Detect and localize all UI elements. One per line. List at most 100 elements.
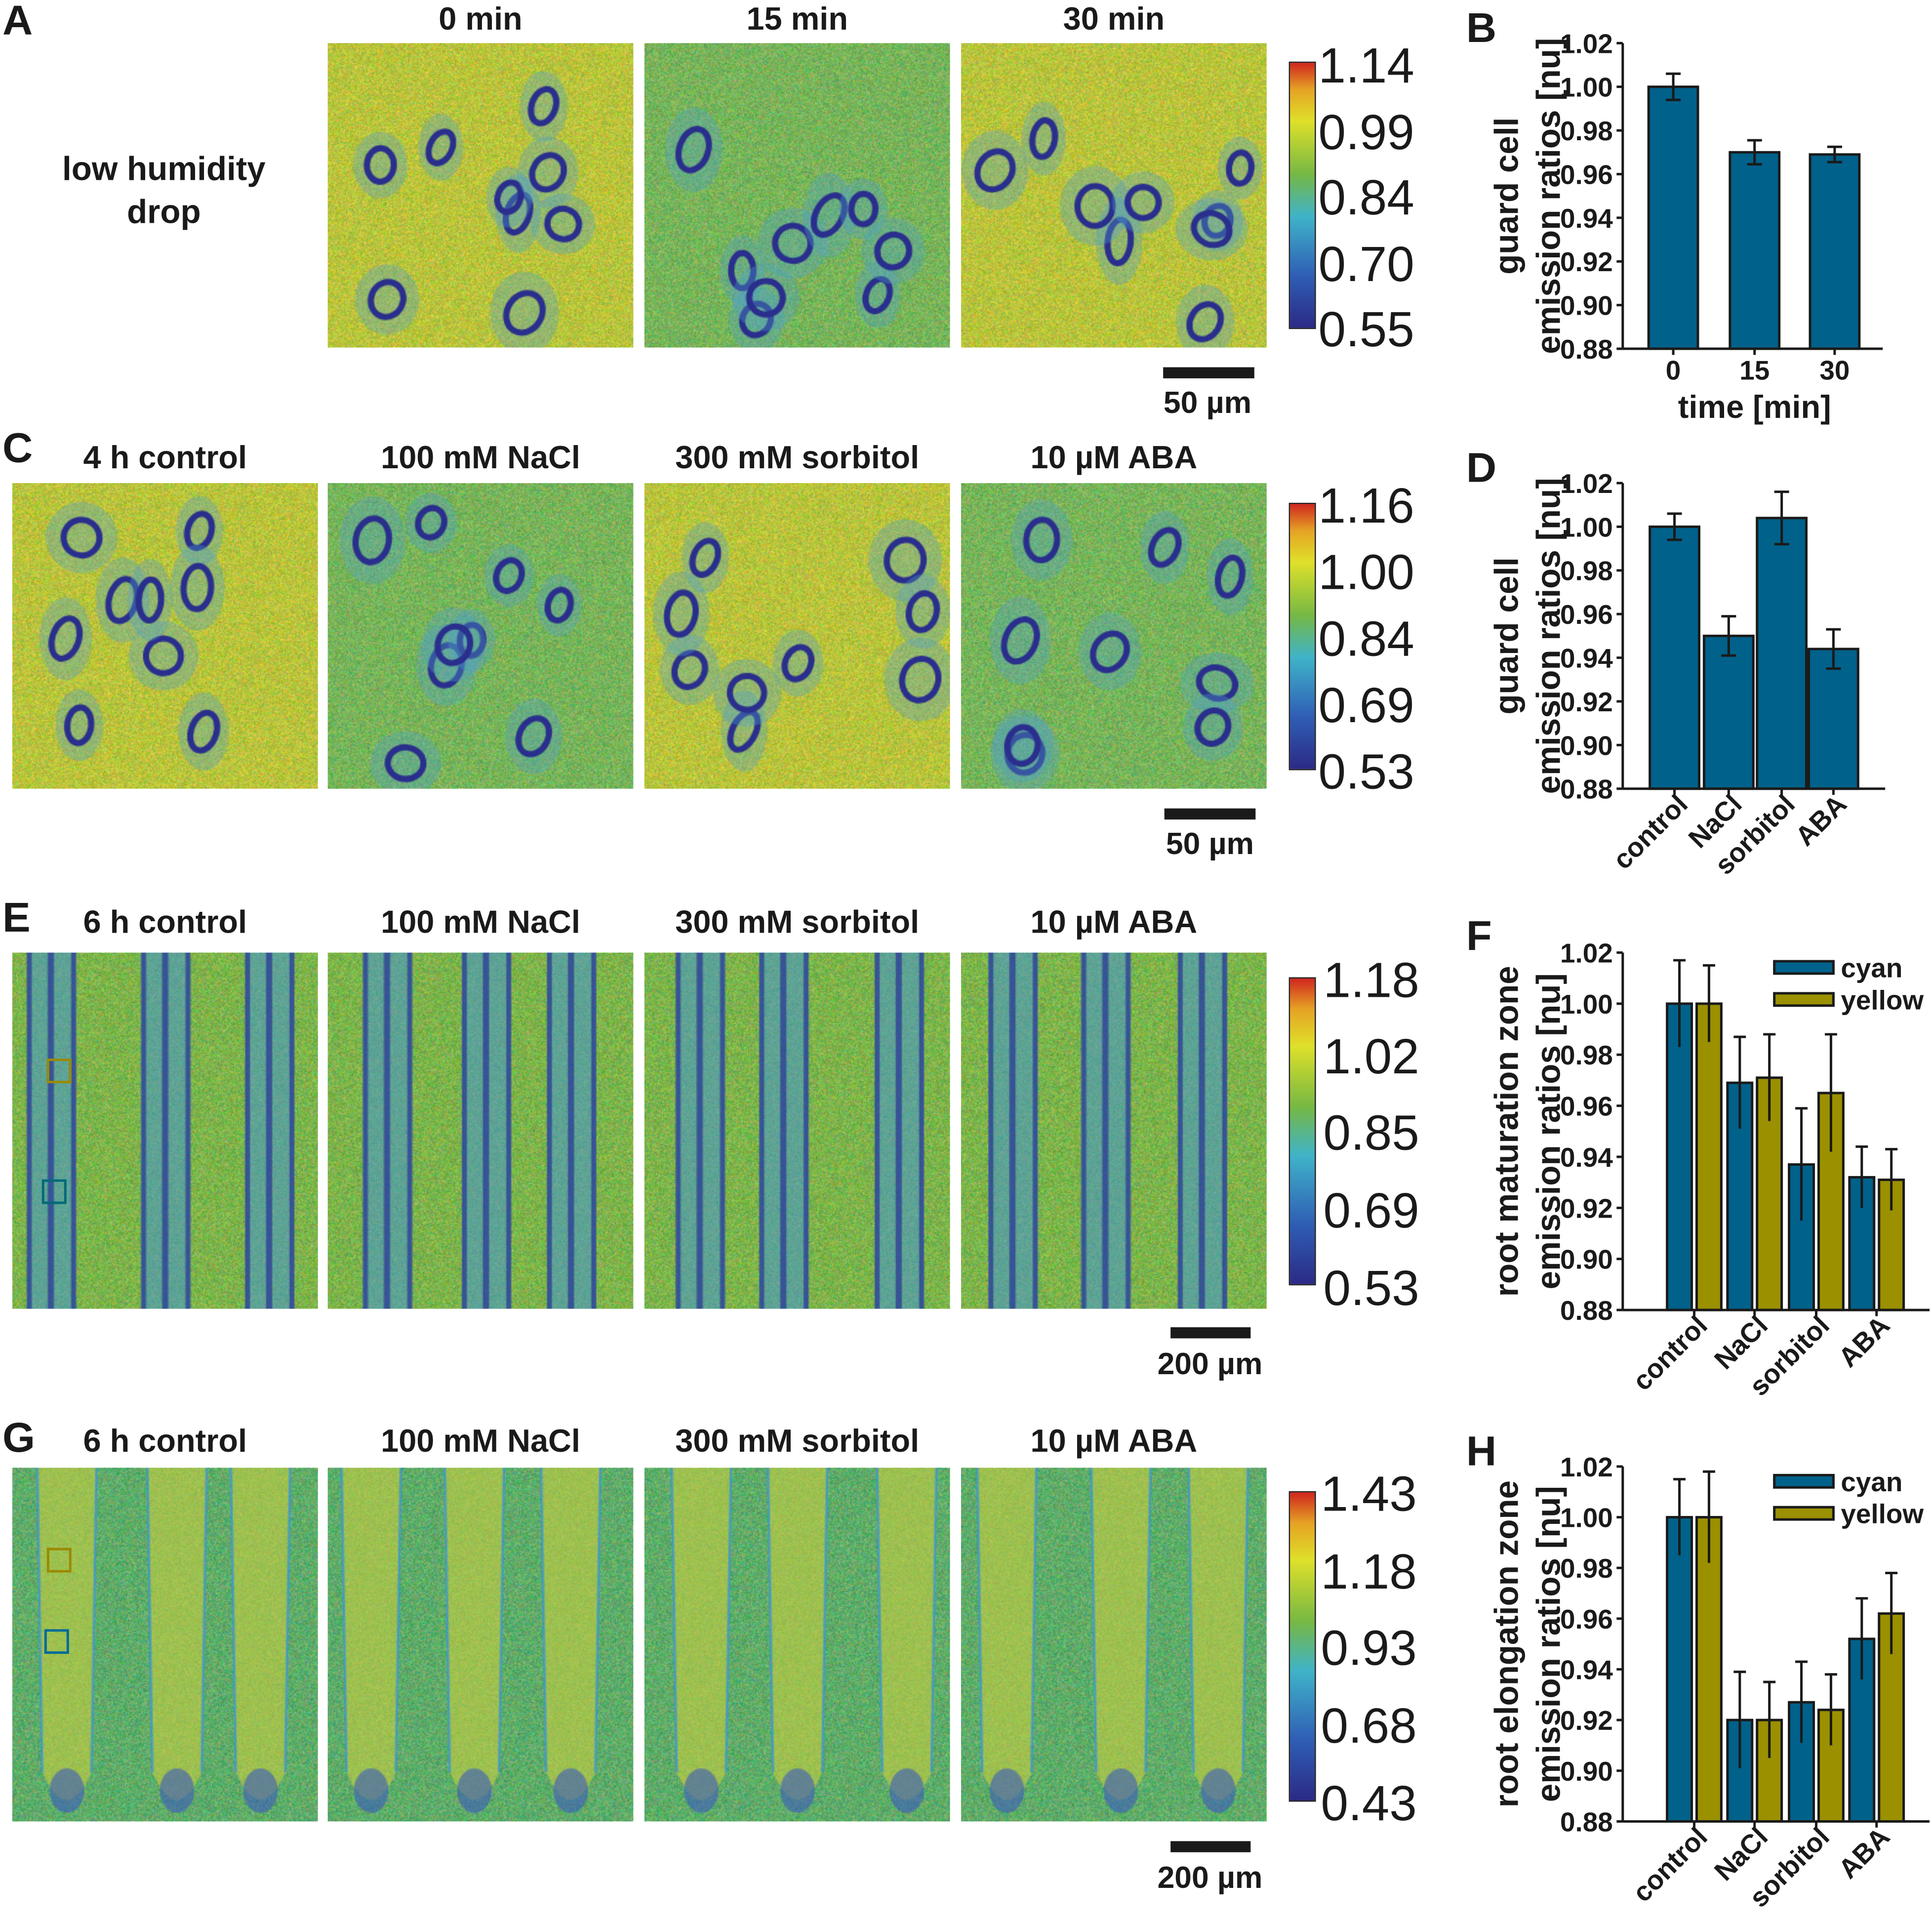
y-tick-label: 0.96 bbox=[1560, 599, 1613, 630]
y-tick-label: 0.98 bbox=[1560, 1040, 1613, 1070]
y-axis-label: emission ratios [nu] bbox=[1530, 973, 1568, 1289]
y-axis-label: root elongation zone bbox=[1489, 1480, 1526, 1807]
panel-title: 0 min bbox=[439, 0, 523, 37]
panel-title: 30 min bbox=[1063, 0, 1165, 37]
colorbar-tick: 1.18 bbox=[1321, 1545, 1417, 1600]
y-tick-label: 0.94 bbox=[1560, 1142, 1613, 1173]
y-tick-label: 0.92 bbox=[1560, 1705, 1613, 1736]
x-tick-label: ABA bbox=[1789, 788, 1852, 852]
side-label: low humidity drop bbox=[40, 148, 287, 234]
y-axis-label: guard cell bbox=[1489, 557, 1526, 714]
scale-bar-label: 200 µm bbox=[1157, 1861, 1263, 1896]
micrograph bbox=[644, 43, 950, 348]
micrograph bbox=[644, 952, 950, 1309]
panel-title: 15 min bbox=[746, 0, 848, 37]
micrograph bbox=[644, 1468, 950, 1822]
scale-bar bbox=[1170, 1327, 1251, 1339]
y-tick-label: 0.90 bbox=[1560, 1756, 1613, 1787]
y-tick-label: 0.94 bbox=[1560, 203, 1613, 234]
roi-box-cyan bbox=[44, 1629, 69, 1654]
roi-box-cyan bbox=[41, 1179, 67, 1204]
y-tick-label: 1.00 bbox=[1560, 1503, 1613, 1533]
bar-value-15 bbox=[1729, 151, 1781, 350]
scale-bar bbox=[1170, 1841, 1251, 1852]
micrograph bbox=[327, 1468, 634, 1822]
scale-bar-label: 50 µm bbox=[1163, 385, 1252, 420]
colorbar-tick: 0.53 bbox=[1323, 1262, 1419, 1316]
y-tick-label: 0.94 bbox=[1560, 643, 1613, 674]
panel-label-e: E bbox=[2, 895, 31, 942]
panel-title: 4 h control bbox=[83, 439, 247, 476]
bar-value-NaCl bbox=[1702, 634, 1755, 790]
y-tick-label: 0.98 bbox=[1560, 556, 1613, 586]
micrograph bbox=[327, 952, 634, 1309]
colorbar bbox=[1288, 1491, 1316, 1802]
panel-title: 10 µM ABA bbox=[1030, 439, 1198, 476]
colorbar-tick: 0.53 bbox=[1318, 745, 1414, 800]
y-tick-label: 1.02 bbox=[1560, 938, 1613, 969]
y-tick-label: 1.00 bbox=[1560, 512, 1613, 542]
side-label-line-1: low humidity bbox=[62, 150, 266, 188]
micrograph bbox=[12, 952, 318, 1309]
legend-swatch-yellow bbox=[1773, 992, 1835, 1007]
bar-yellow-control bbox=[1695, 1002, 1723, 1311]
panel-title: 300 mM sorbitol bbox=[675, 439, 920, 476]
colorbar-tick: 1.00 bbox=[1318, 546, 1414, 601]
legend-label-cyan: cyan bbox=[1841, 1467, 1902, 1497]
colorbar-tick: 1.16 bbox=[1318, 479, 1414, 534]
panel-title: 10 µM ABA bbox=[1030, 1422, 1198, 1459]
y-tick-label: 0.98 bbox=[1560, 116, 1613, 146]
y-tick-label: 0.90 bbox=[1560, 1244, 1613, 1275]
panel-label-f: F bbox=[1466, 912, 1492, 959]
y-axis-label: root maturation zone bbox=[1489, 966, 1526, 1297]
colorbar bbox=[1288, 502, 1316, 771]
bar-value-control bbox=[1649, 525, 1700, 790]
bar-value-30 bbox=[1809, 153, 1861, 350]
colorbar-tick: 0.84 bbox=[1318, 171, 1414, 226]
y-tick-label: 1.00 bbox=[1560, 72, 1613, 103]
colorbar-tick: 0.93 bbox=[1321, 1622, 1417, 1676]
y-tick-label: 1.02 bbox=[1560, 28, 1613, 59]
panel-title: 300 mM sorbitol bbox=[675, 903, 920, 940]
panel-label-c: C bbox=[2, 425, 33, 472]
chart-f: F 0.88 0.90 0.92 0.94 0.96 0.98 1.00 1.02 root ma… bbox=[1466, 912, 1930, 1402]
y-tick-label: 0.88 bbox=[1560, 334, 1613, 365]
panel-title: 6 h control bbox=[83, 1422, 247, 1459]
micrograph bbox=[644, 483, 950, 789]
x-tick-label: control bbox=[1627, 1310, 1713, 1396]
chart-b: B 0.88 0.90 0.92 0.94 0.96 0.98 1.00 1.02 guard c… bbox=[1466, 4, 1883, 425]
y-tick-label: 0.88 bbox=[1560, 1806, 1613, 1837]
y-tick-label: 1.00 bbox=[1560, 989, 1613, 1020]
scale-bar-label: 50 µm bbox=[1166, 827, 1254, 861]
roi-box-yellow bbox=[46, 1548, 72, 1573]
colorbar-tick: 0.68 bbox=[1321, 1699, 1417, 1754]
y-axis-label: emission ratios [nu] bbox=[1530, 1486, 1568, 1802]
colorbar-tick: 0.55 bbox=[1318, 303, 1414, 358]
y-tick-label: 0.90 bbox=[1560, 730, 1613, 761]
y-tick-label: 0.92 bbox=[1560, 687, 1613, 717]
colorbar-tick: 0.84 bbox=[1318, 612, 1414, 667]
bar-cyan-control bbox=[1666, 1516, 1693, 1823]
panel-label-b: B bbox=[1466, 4, 1496, 51]
y-tick-label: 0.96 bbox=[1560, 1091, 1613, 1122]
y-tick-label: 0.88 bbox=[1560, 774, 1613, 805]
y-tick-label: 0.92 bbox=[1560, 1193, 1613, 1224]
roi-box-yellow bbox=[46, 1059, 72, 1084]
panel-title: 6 h control bbox=[83, 903, 247, 940]
chart-h: H 0.88 0.90 0.92 0.94 0.96 0.98 1.00 1.02 root el… bbox=[1466, 1427, 1930, 1913]
colorbar-tick: 0.69 bbox=[1323, 1184, 1419, 1239]
colorbar-tick: 0.85 bbox=[1323, 1106, 1419, 1161]
micrograph bbox=[961, 952, 1267, 1309]
panel-title: 100 mM NaCl bbox=[381, 1422, 580, 1459]
y-tick-label: 0.88 bbox=[1560, 1295, 1613, 1326]
x-tick-label: 30 bbox=[1819, 355, 1850, 385]
panel-title: 10 µM ABA bbox=[1030, 903, 1198, 940]
colorbar-tick: 1.14 bbox=[1318, 39, 1414, 94]
bar-value-0 bbox=[1647, 85, 1699, 350]
side-label-line-2: drop bbox=[126, 193, 201, 231]
y-tick-label: 1.02 bbox=[1560, 468, 1613, 499]
legend-label-yellow: yellow bbox=[1841, 984, 1924, 1015]
bar-value-ABA bbox=[1808, 648, 1859, 790]
micrograph bbox=[961, 43, 1267, 348]
